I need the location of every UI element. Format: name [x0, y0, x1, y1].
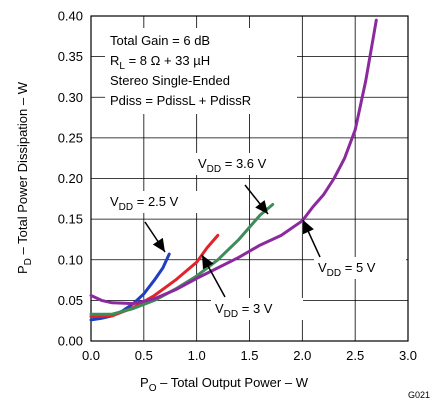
figure-id: G021: [408, 390, 430, 400]
x-tick-label: 0.0: [82, 348, 100, 363]
series-label-1: VDD = 3 V: [215, 301, 273, 320]
series-label-backdrop: [211, 298, 303, 320]
condition-load: RL = 8 Ω + 33 µH: [110, 53, 210, 72]
x-tick-label: 2.0: [293, 348, 311, 363]
series-layer: [89, 18, 378, 322]
x-tick-labels: 0.0 0.5 1.0 1.5 2.0 2.5 3.0: [82, 348, 417, 363]
conditions-backdrop: [105, 28, 297, 114]
x-tick-label: 3.0: [399, 348, 417, 363]
y-tick-label: 0.40: [58, 9, 83, 24]
series-label-0: VDD = 2.5 V: [110, 194, 179, 213]
y-tick-label: 0.20: [58, 171, 83, 186]
condition-pdiss: Pdiss = PdissL + PdissR: [110, 93, 251, 108]
series-label-backdrop: [314, 257, 406, 279]
y-tick-label: 0.00: [58, 334, 83, 349]
callout-arrow-head: [255, 200, 268, 214]
plot-area: VDD = 2.5 V VDD = 3.6 V VDD = 3 V VDD = 5 V: [89, 15, 409, 342]
x-tick-label: 1.0: [188, 348, 206, 363]
y-tick-label: 0.35: [58, 49, 83, 64]
condition-gain: Total Gain = 6 dB: [110, 33, 210, 48]
x-tick-label: 1.5: [240, 348, 258, 363]
series-label-backdrop: [194, 153, 286, 175]
y-tick-label: 0.10: [58, 252, 83, 267]
series-label-3: VDD = 5 V: [318, 260, 376, 279]
y-tick-label: 0.05: [58, 293, 83, 308]
annotations: VDD = 2.5 V VDD = 3.6 V VDD = 3 V VDD = 5 V: [105, 28, 406, 320]
callout-arrow-head: [303, 220, 314, 235]
callout-arrow-head: [202, 255, 214, 270]
series-label-2: VDD = 3.6 V: [198, 156, 267, 175]
x-axis-label: PO – Total Output Power – W: [140, 375, 309, 394]
condition-mode: Stereo Single-Ended: [110, 73, 230, 88]
test-conditions: Total Gain = 6 dB RL = 8 Ω + 33 µH Stere…: [110, 33, 251, 108]
x-tick-label: 2.5: [346, 348, 364, 363]
series-line-3: [89, 18, 378, 306]
y-tick-labels: 0.00 0.05 0.10 0.15 0.20 0.25 0.30 0.35 0.40: [58, 9, 83, 349]
x-tick-label: 0.5: [135, 348, 153, 363]
y-axis-label: PD – Total Power Dissipation – W: [15, 81, 34, 274]
y-tick-label: 0.15: [58, 212, 83, 227]
y-tick-label: 0.25: [58, 130, 83, 145]
callout-arrow-head: [152, 237, 165, 252]
y-tick-label: 0.30: [58, 90, 83, 105]
series-label-backdrop: [106, 191, 198, 213]
